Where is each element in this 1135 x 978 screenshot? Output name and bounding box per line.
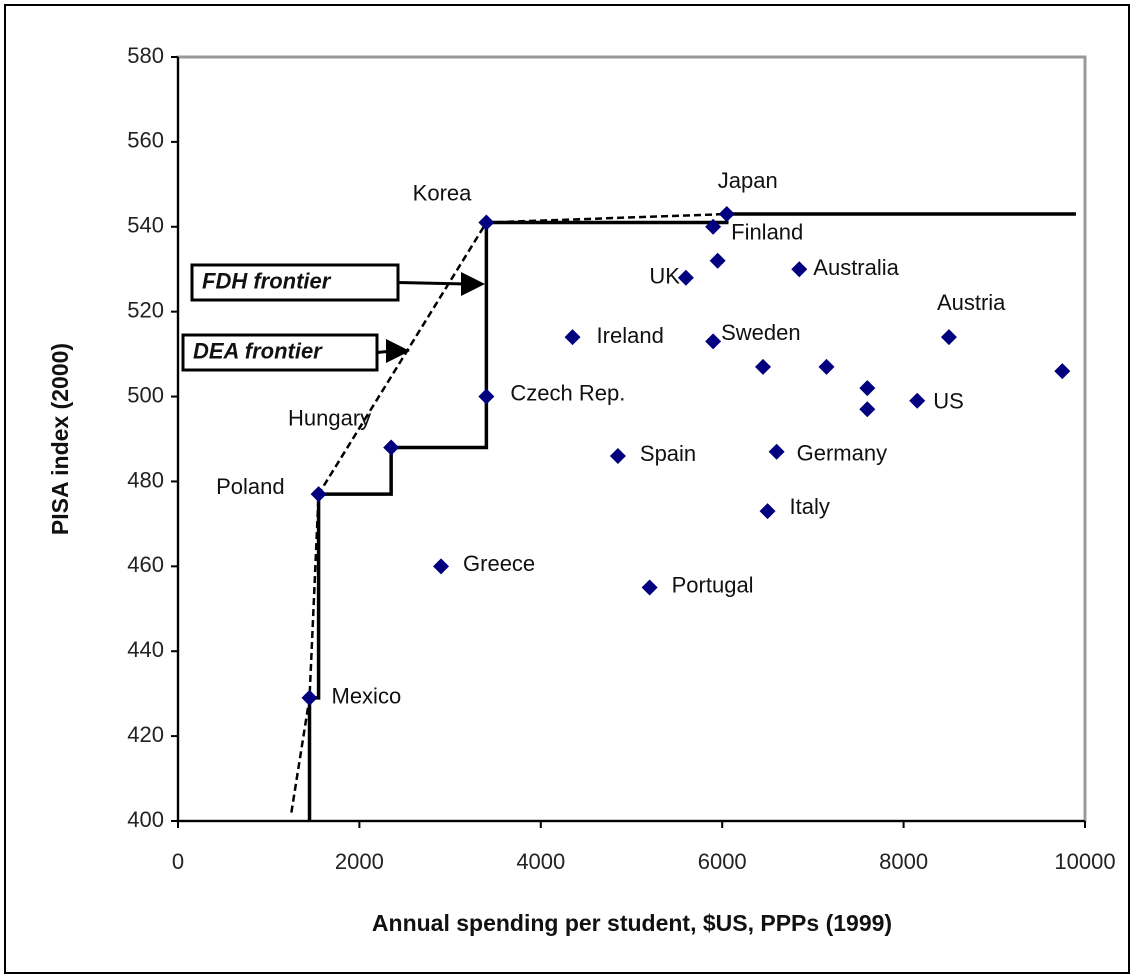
point-label: Japan — [718, 168, 778, 193]
annotation-label: FDH frontier — [202, 268, 332, 293]
y-tick-label: 500 — [127, 382, 164, 407]
point-label: US — [933, 389, 964, 414]
data-point — [909, 392, 926, 409]
annotation-label: DEA frontier — [193, 338, 323, 363]
point-label: Czech Rep. — [510, 380, 625, 405]
point-label: Hungary — [288, 405, 371, 430]
data-point — [818, 358, 835, 375]
data-point — [478, 214, 495, 231]
point-label: Austria — [937, 290, 1006, 315]
point-label: Mexico — [332, 684, 402, 709]
y-tick-label: 460 — [127, 552, 164, 577]
frontier-line — [290, 212, 727, 813]
point-label: Ireland — [597, 323, 664, 348]
point-label: Spain — [640, 441, 696, 466]
point-label: Italy — [790, 494, 830, 519]
point-label: Sweden — [721, 320, 801, 345]
x-tick-label: 4000 — [516, 849, 565, 874]
x-tick-label: 0 — [172, 849, 184, 874]
x-tick-label: 8000 — [879, 849, 928, 874]
y-tick-label: 540 — [127, 213, 164, 238]
x-tick-label: 6000 — [698, 849, 747, 874]
point-label: Poland — [216, 474, 285, 499]
y-tick-label: 440 — [127, 637, 164, 662]
y-tick-label: 420 — [127, 722, 164, 747]
annotation-arrow — [397, 281, 468, 286]
y-axis-title: PISA index (2000) — [47, 343, 73, 535]
data-point — [705, 333, 722, 350]
data-point — [859, 380, 876, 397]
point-label: Finland — [731, 220, 803, 245]
data-point — [709, 252, 726, 269]
y-tick-label: 580 — [127, 43, 164, 68]
point-label: Greece — [463, 551, 535, 576]
point-label: Germany — [797, 441, 887, 466]
arrow-head — [386, 339, 410, 363]
data-point — [609, 447, 626, 464]
data-point — [759, 503, 776, 520]
data-point — [641, 579, 658, 596]
data-point — [677, 269, 694, 286]
point-label: UK — [649, 264, 680, 289]
data-point — [383, 439, 400, 456]
point-label: Korea — [413, 180, 472, 205]
data-point — [768, 443, 785, 460]
x-tick-label: 2000 — [335, 849, 384, 874]
data-point — [564, 329, 581, 346]
x-axis-title: Annual spending per student, $US, PPPs (… — [372, 910, 892, 936]
annotation-box — [190, 263, 400, 302]
plot-area — [176, 55, 1087, 823]
data-point — [478, 388, 495, 405]
data-point — [433, 558, 450, 575]
data-point — [755, 358, 772, 375]
point-label: Portugal — [672, 572, 754, 597]
data-point — [859, 401, 876, 418]
x-tick-label: 10000 — [1054, 849, 1115, 874]
data-point — [718, 206, 735, 223]
y-tick-label: 560 — [127, 128, 164, 153]
data-point — [705, 218, 722, 235]
arrow-head — [461, 272, 485, 296]
data-point — [940, 329, 957, 346]
data-point — [310, 486, 327, 503]
y-tick-label: 520 — [127, 297, 164, 322]
data-point — [791, 261, 808, 278]
data-point — [1054, 363, 1071, 380]
y-tick-label: 400 — [127, 807, 164, 832]
frame — [4, 4, 1130, 974]
data-point — [301, 689, 318, 706]
point-label: Australia — [813, 255, 899, 280]
y-tick-label: 480 — [127, 467, 164, 492]
